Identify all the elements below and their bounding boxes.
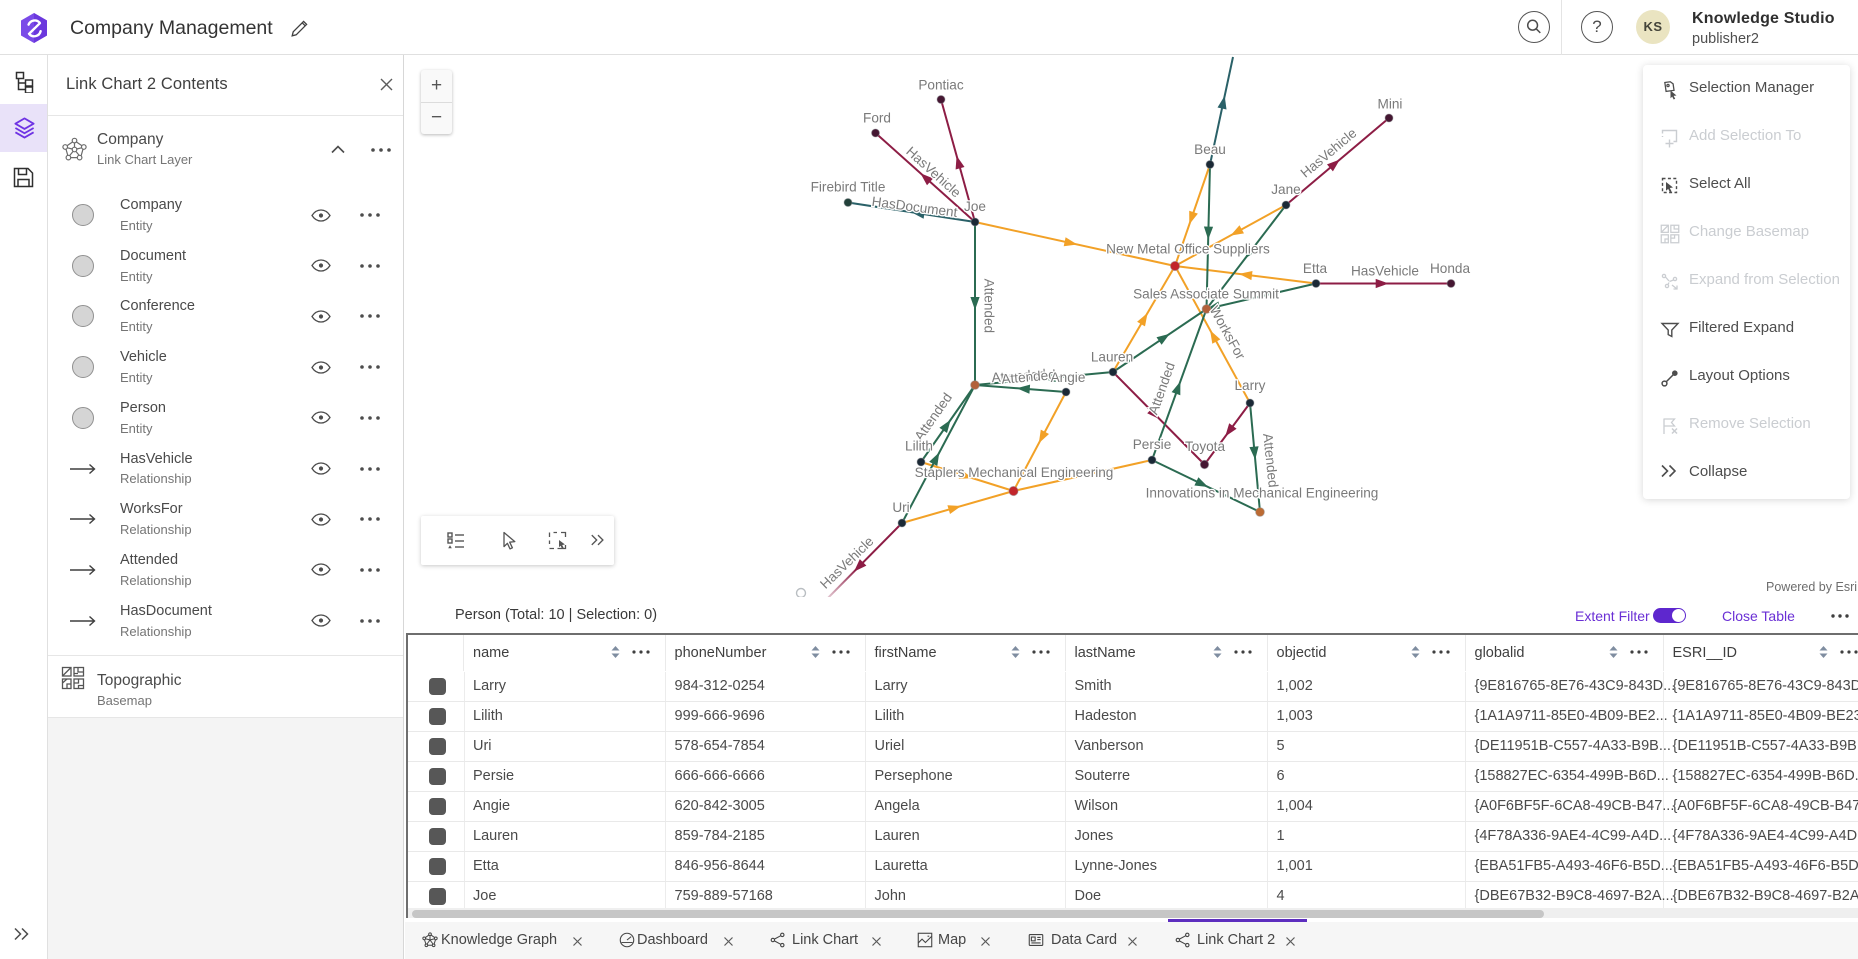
svg-text:HasDocument: HasDocument [871,194,959,220]
svg-text:HasVehicle: HasVehicle [1351,263,1419,278]
svg-text:New Metal Office Suppliers: New Metal Office Suppliers [1106,241,1270,256]
svg-text:Ford: Ford [863,110,891,125]
svg-text:Firebird Title: Firebird Title [811,179,886,194]
svg-text:Joe: Joe [964,199,986,214]
svg-text:HasVehicle: HasVehicle [1298,125,1360,180]
svg-text:Toyota: Toyota [1185,439,1225,454]
svg-text:Beau: Beau [1194,142,1226,157]
svg-text:Honda: Honda [1430,261,1470,276]
svg-text:Attended: Attended [1260,433,1281,489]
svg-text:Uri: Uri [892,500,909,515]
svg-text:Staplers Mechanical Engineerin: Staplers Mechanical Engineering [915,465,1114,480]
svg-text:Etta: Etta [1303,261,1328,276]
svg-text:Innovations in Mechanical Engi: Innovations in Mechanical Engineering [1146,485,1379,500]
svg-text:Sales Associate Summit: Sales Associate Summit [1133,286,1279,301]
svg-text:Persie: Persie [1133,437,1172,452]
svg-text:Angie: Angie [1051,370,1086,385]
svg-text:Larry: Larry [1235,378,1266,393]
svg-text:Attended: Attended [982,279,997,333]
svg-text:Jane: Jane [1271,182,1300,197]
svg-text:Mini: Mini [1378,96,1403,111]
svg-text:HasVehicle: HasVehicle [817,534,876,592]
svg-text:Pontiac: Pontiac [918,77,964,92]
svg-text:Attended: Attended [1001,367,1057,387]
svg-text:Attended: Attended [1146,360,1178,416]
svg-text:Lilith: Lilith [905,438,933,453]
svg-text:Attended: Attended [991,367,1046,386]
svg-text:Lauren: Lauren [1091,349,1133,364]
